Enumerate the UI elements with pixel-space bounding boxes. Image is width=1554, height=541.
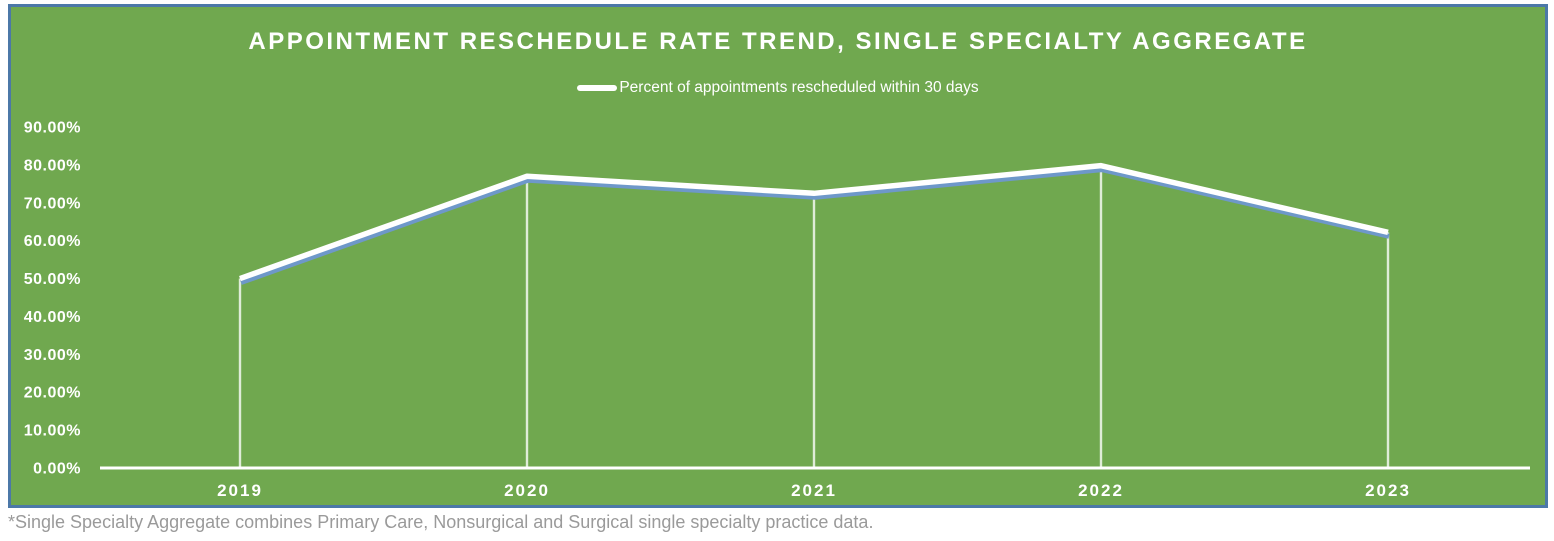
- y-tick-label: 50.00%: [24, 271, 81, 288]
- legend: Percent of appointments rescheduled with…: [11, 79, 1545, 97]
- chart-footnote: *Single Specialty Aggregate combines Pri…: [8, 512, 874, 532]
- x-tick-label: 2023: [1365, 481, 1411, 500]
- legend-label: Percent of appointments rescheduled with…: [619, 79, 979, 96]
- y-tick-label: 0.00%: [33, 461, 81, 478]
- y-tick-label: 60.00%: [24, 233, 81, 250]
- x-tick-label: 2021: [791, 481, 837, 500]
- series-line-shadow: [240, 167, 1390, 285]
- y-tick-label: 90.00%: [24, 120, 81, 137]
- x-tick-label: 2020: [504, 481, 550, 500]
- y-tick-label: 70.00%: [24, 195, 81, 212]
- legend-line-swatch-icon: [577, 85, 618, 91]
- y-tick-label: 40.00%: [24, 309, 81, 326]
- x-tick-label: 2019: [217, 481, 263, 500]
- x-tick-label: 2022: [1078, 481, 1124, 500]
- series-line: [239, 162, 1389, 282]
- line-chart: 0.00% 10.00% 20.00% 30.00% 40.00% 50.00% 60.00…: [24, 120, 1530, 500]
- chart-panel: 0.00% 10.00% 20.00% 30.00% 40.00% 50.00% 60.00…: [8, 4, 1548, 508]
- y-tick-label: 80.00%: [24, 157, 81, 174]
- y-tick-label: 30.00%: [24, 347, 81, 364]
- y-tick-label: 20.00%: [24, 385, 81, 402]
- chart-title: APPOINTMENT RESCHEDULE RATE TREND, SINGL…: [248, 28, 1308, 55]
- y-tick-label: 10.00%: [24, 423, 81, 440]
